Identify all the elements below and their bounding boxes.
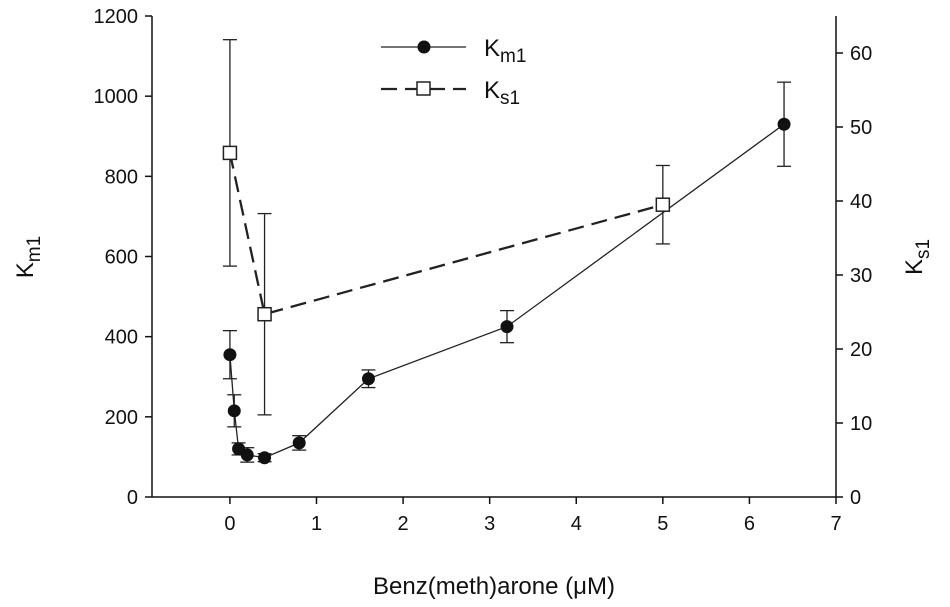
right-y-tick-label: 20: [850, 339, 872, 361]
legend-ks1-label-base: K: [484, 77, 500, 104]
point-km1: [361, 372, 375, 386]
point-km1: [223, 348, 237, 362]
right-axis-title-subscript: s1: [913, 239, 934, 259]
x-tick-label: 3: [484, 513, 495, 535]
right-y-tick-label: 60: [850, 43, 872, 65]
right-axis-title-base: K: [901, 259, 928, 275]
right-y-tick-label: 40: [850, 191, 872, 213]
right-y-tick-label: 10: [850, 413, 872, 435]
series-ks1-line: [228, 152, 664, 316]
legend-km1-marker: [417, 40, 431, 54]
left-axis-ticks: 0 200 400 600 800 1000 1200: [94, 6, 152, 509]
point-km1: [500, 320, 514, 334]
legend-ks1-label-subscript: s1: [500, 88, 520, 109]
point-ks1: [222, 145, 238, 161]
legend-ks1-marker: [416, 81, 431, 96]
x-tick-label: 6: [744, 513, 755, 535]
point-ks1: [655, 197, 671, 212]
left-axis-title-subscript: m1: [24, 236, 45, 262]
series-layer: [222, 39, 792, 465]
right-y-tick-label: 30: [850, 265, 872, 287]
x-tick-label: 7: [830, 513, 841, 535]
left-y-tick-label: 0: [127, 487, 138, 509]
legend-km1-label-base: K: [484, 35, 500, 62]
x-tick-label: 1: [311, 513, 322, 535]
x-tick-label: 4: [571, 513, 582, 535]
point-km1: [777, 117, 791, 131]
right-y-tick-label: 50: [850, 117, 872, 139]
point-ks1: [257, 306, 272, 322]
right-y-tick-label: 0: [850, 487, 861, 509]
point-km1: [240, 448, 254, 462]
series-km1: [222, 81, 792, 465]
series-ks1: [222, 39, 671, 416]
x-tick-label: 2: [398, 513, 409, 535]
point-km1: [227, 404, 241, 418]
x-tick-label: 0: [224, 513, 235, 535]
x-axis-ticks: 0 1 2 3 4 5 6 7: [224, 497, 842, 535]
right-axis-title: Ks1: [901, 239, 934, 275]
left-y-tick-label: 200: [105, 407, 138, 429]
left-y-tick-label: 800: [105, 166, 138, 188]
legend-ks1-label: Ks1: [484, 77, 520, 109]
legend: Km1 Ks1: [381, 35, 526, 109]
left-y-tick-label: 1000: [94, 86, 139, 108]
left-y-tick-label: 400: [105, 327, 138, 349]
point-km1: [258, 451, 272, 465]
left-axis-title-base: K: [12, 262, 39, 278]
left-y-tick-label: 1200: [94, 6, 139, 28]
point-km1: [292, 436, 306, 450]
x-tick-label: 5: [657, 513, 668, 535]
x-axis-title: Benz(meth)arone (μM): [373, 573, 615, 600]
left-axis-title: Km1: [12, 236, 45, 278]
series-km1-line: [229, 123, 785, 459]
legend-km1-label: Km1: [484, 35, 526, 67]
right-axis-ticks: 0 10 20 30 40 50 60: [836, 43, 872, 509]
legend-km1-label-subscript: m1: [500, 46, 526, 67]
left-y-tick-label: 600: [105, 247, 138, 269]
